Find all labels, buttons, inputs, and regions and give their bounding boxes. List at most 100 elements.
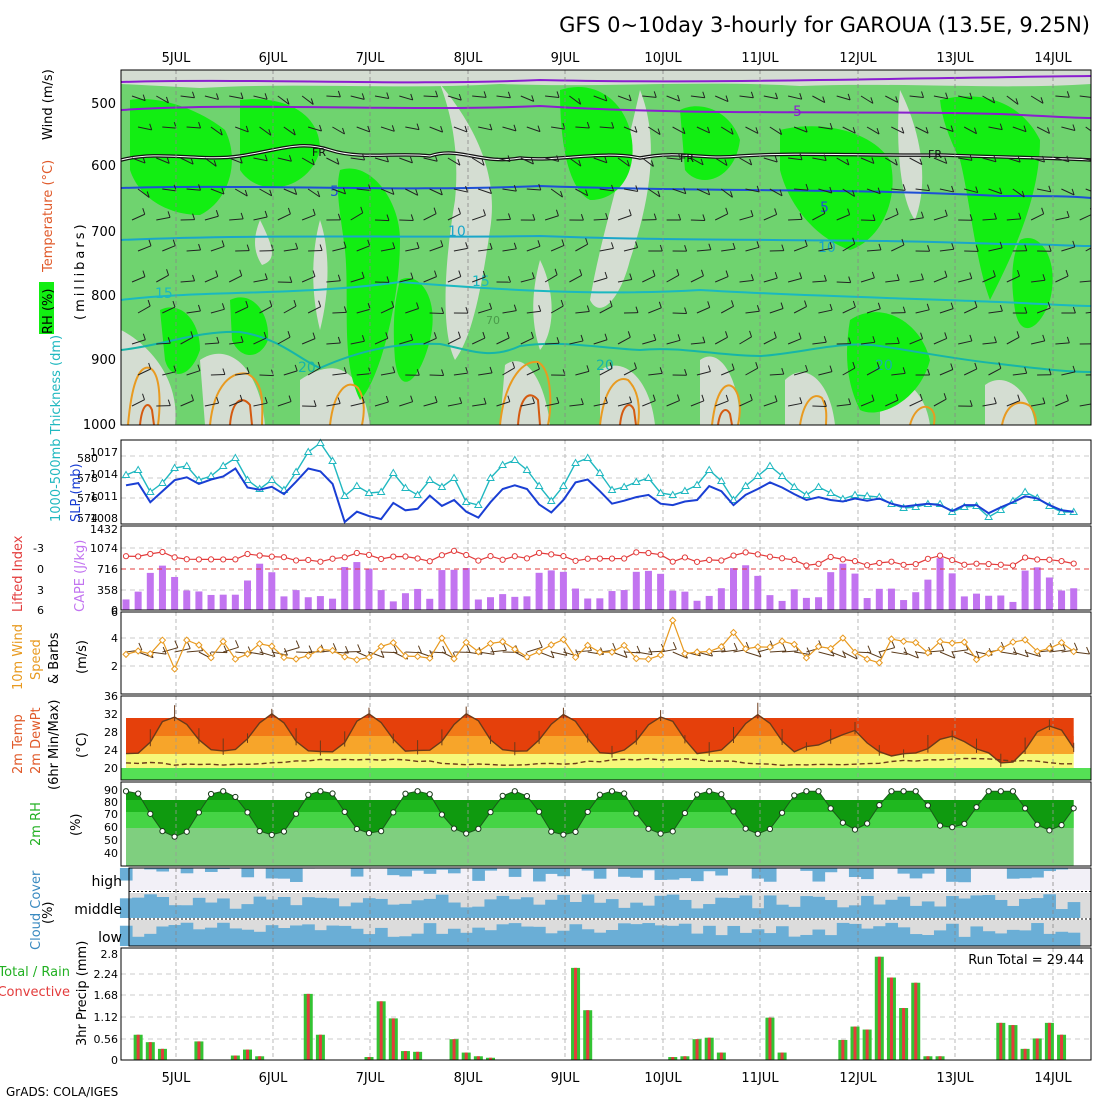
wind-barb bbox=[137, 126, 152, 131]
wind-speed-point bbox=[304, 652, 312, 660]
wind-barb-flag bbox=[799, 397, 803, 404]
wind-barb-flag bbox=[1092, 338, 1094, 344]
contour-label: 10 bbox=[448, 224, 466, 240]
wind-barb bbox=[423, 213, 437, 221]
precip-convective-bar bbox=[160, 1048, 164, 1060]
wind-speed-point bbox=[790, 640, 798, 649]
wind-barb-flag bbox=[429, 650, 434, 658]
wind-barb bbox=[186, 650, 203, 653]
wind-barb-flag bbox=[775, 92, 778, 99]
cloud-low-bar bbox=[909, 934, 923, 946]
cape-bar bbox=[839, 563, 847, 610]
wind-barb-flag bbox=[246, 244, 250, 251]
cloud-high-bar bbox=[1043, 868, 1056, 872]
wind-barb-flag bbox=[1091, 398, 1093, 404]
wind-barb-flag bbox=[779, 128, 783, 135]
cloud-middle-bar bbox=[739, 895, 753, 918]
wind-barb-flag bbox=[271, 244, 274, 251]
wind-barb-flag bbox=[894, 159, 898, 166]
cloud-low-bar bbox=[1006, 929, 1020, 946]
cloud-middle-bar bbox=[362, 898, 376, 918]
wind-barb bbox=[593, 277, 608, 283]
wind-barb bbox=[866, 249, 881, 252]
wind-barb-flag bbox=[512, 361, 516, 369]
wind-barb-flag bbox=[215, 270, 219, 277]
wind-barb-flag bbox=[216, 396, 220, 404]
wind-speed-point bbox=[875, 659, 884, 667]
wind-barb bbox=[1055, 216, 1070, 221]
wind-barb-flag bbox=[507, 155, 511, 162]
wind-barb-flag bbox=[465, 366, 469, 374]
wind-barb bbox=[982, 275, 996, 283]
wind-barb-flag bbox=[920, 211, 924, 218]
wind-barb-flag bbox=[707, 365, 711, 372]
axis-tick: 60 bbox=[104, 821, 118, 834]
wind-barb-flag bbox=[611, 184, 615, 192]
wind-barb bbox=[575, 650, 592, 653]
date-gridlines bbox=[175, 868, 1054, 946]
axis-tick: 28 bbox=[104, 726, 118, 739]
wind-barb bbox=[575, 370, 590, 376]
wind-barb bbox=[569, 403, 584, 407]
wind-barb-flag bbox=[653, 333, 657, 341]
wind-barb bbox=[958, 157, 973, 161]
precip-convective-bar bbox=[452, 1039, 456, 1060]
wind-barb bbox=[885, 157, 898, 166]
temp-axis: 36 32 28 24 20 bbox=[104, 690, 118, 775]
rh-point bbox=[803, 788, 810, 795]
wind-barb bbox=[617, 336, 631, 345]
wind-barb-flag bbox=[609, 300, 613, 307]
cloud-low-bar bbox=[496, 924, 510, 946]
cape-bar bbox=[389, 601, 397, 610]
wind-speed-point bbox=[280, 653, 288, 662]
wind-barb-flag bbox=[848, 398, 852, 405]
cloud-low-bar bbox=[703, 925, 716, 946]
wind-barb bbox=[1036, 126, 1050, 134]
rh-point bbox=[912, 788, 919, 795]
wind-barb bbox=[235, 126, 249, 133]
wind-speed-markers bbox=[122, 616, 1078, 673]
wind-barb-flag bbox=[919, 393, 923, 401]
wind-barb bbox=[636, 651, 653, 656]
wind-barb bbox=[374, 157, 389, 163]
cloud-middle-bar bbox=[144, 894, 157, 918]
wind-barb-flag bbox=[730, 128, 734, 135]
wind-speed-point bbox=[1033, 647, 1041, 656]
wind-barb-flag bbox=[142, 333, 146, 340]
precip-axis-label: 3hr Precip (mm) bbox=[75, 941, 90, 1046]
wind-barb bbox=[666, 157, 681, 160]
thickness-point bbox=[692, 480, 702, 488]
wind-speed-point bbox=[316, 645, 325, 654]
wind-barb bbox=[520, 402, 535, 407]
wind-barb-flag bbox=[198, 184, 202, 191]
wind-barb-flag bbox=[561, 239, 565, 246]
lifted-index-point bbox=[572, 557, 579, 564]
wind-barb-flag bbox=[148, 239, 152, 246]
wind-barb-flag bbox=[604, 156, 608, 163]
wind-barb bbox=[350, 95, 365, 100]
wind-barb bbox=[696, 126, 710, 134]
wind-barb-flag bbox=[677, 394, 680, 401]
wind-barb bbox=[642, 275, 656, 283]
lifted-index-point bbox=[827, 553, 834, 561]
wind-barb-flag bbox=[459, 397, 463, 404]
wind-barb-flag bbox=[683, 187, 687, 194]
wind-barb-flag bbox=[852, 127, 856, 134]
cloud-middle-bar bbox=[788, 906, 801, 918]
wind-speed-point bbox=[960, 638, 969, 646]
wind-barb-flag bbox=[433, 207, 437, 214]
wind-barb-flag bbox=[635, 241, 639, 248]
wind-barb bbox=[283, 305, 297, 314]
wind-barb bbox=[1079, 157, 1091, 161]
wind-barb bbox=[739, 279, 754, 283]
precip-convective-bar bbox=[877, 956, 881, 1060]
axis-tick: 580 bbox=[77, 452, 98, 465]
pressure-tick: 800 bbox=[91, 289, 116, 304]
cape-bars bbox=[122, 558, 1078, 610]
cloud-low-bar bbox=[435, 933, 449, 946]
precip-convective-bar bbox=[938, 1056, 942, 1060]
wind-speed-point bbox=[1021, 636, 1029, 644]
wind-barb bbox=[593, 157, 608, 164]
wind-barb bbox=[593, 95, 607, 102]
temp-band-20 bbox=[121, 768, 1091, 780]
